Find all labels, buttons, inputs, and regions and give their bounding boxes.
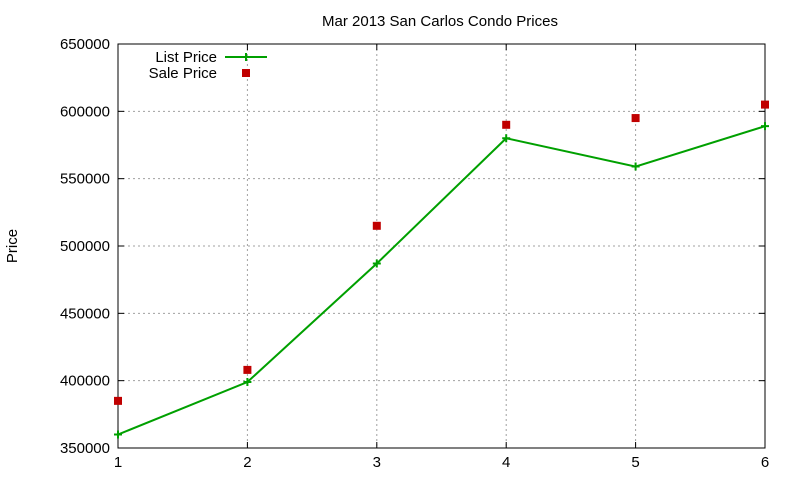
list-price-point	[502, 134, 511, 143]
list-price-point	[372, 259, 381, 268]
y-axis-label: Price	[4, 229, 21, 263]
y-tick-label: 600000	[60, 103, 110, 120]
x-tick-label: 2	[243, 454, 251, 471]
x-tick-label: 4	[502, 454, 510, 471]
y-tick-label: 400000	[60, 373, 110, 390]
x-tick-label: 5	[631, 454, 639, 471]
legend-label: List Price	[155, 49, 217, 66]
list-price-point	[243, 378, 252, 387]
y-tick-label: 650000	[60, 36, 110, 53]
sale-price-point	[372, 221, 381, 230]
sale-price-point	[243, 365, 252, 374]
x-tick-label: 1	[114, 454, 122, 471]
grid	[118, 44, 765, 448]
y-tick-label: 500000	[60, 238, 110, 255]
y-tick-label: 450000	[60, 305, 110, 322]
legend-label: Sale Price	[149, 65, 217, 82]
y-tick-label: 550000	[60, 171, 110, 188]
sale-price-point	[631, 114, 640, 123]
legend-swatch-square	[242, 69, 250, 77]
y-tick-label: 350000	[60, 440, 110, 457]
marks	[114, 100, 769, 439]
legend-swatch-cross	[242, 53, 250, 61]
sale-price-point	[502, 120, 511, 129]
x-tick-label: 3	[373, 454, 381, 471]
sale-price-point	[761, 100, 769, 109]
sale-price-point	[114, 396, 122, 405]
ticks: 1 2 3 4 5 6 350000 400000 450000 500000 550000 6000…	[60, 36, 769, 471]
list-price-line	[117, 125, 766, 436]
chart-title: Mar 2013 San Carlos Condo Prices	[322, 13, 558, 30]
list-price-point	[761, 122, 769, 131]
plot-border	[117, 43, 766, 449]
list-price-point	[114, 430, 122, 439]
list-price-point	[631, 162, 640, 171]
x-tick-label: 6	[761, 454, 769, 471]
